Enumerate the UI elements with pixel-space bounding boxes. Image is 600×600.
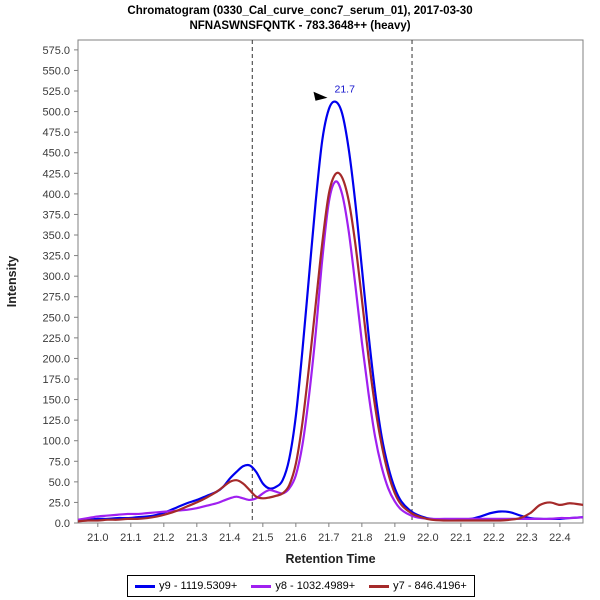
trace-y9	[78, 100, 583, 522]
y-axis-tick-label: 475.0	[42, 127, 70, 139]
trace-y8	[78, 180, 583, 521]
trace-group	[78, 91, 583, 523]
legend-color-swatch	[251, 584, 272, 588]
y-axis-tick-label: 250.0	[42, 312, 70, 324]
y-axis-tick-label: 325.0	[42, 251, 70, 263]
legend-color-swatch	[135, 584, 156, 588]
x-axis-tick-label: 21.5	[252, 532, 273, 544]
y-axis-tick-label: 400.0	[42, 189, 70, 201]
y-axis-tick-label: 350.0	[42, 230, 70, 242]
x-axis-tick-label: 22.4	[549, 532, 570, 544]
y-axis-tick-label: 50.0	[49, 477, 70, 489]
x-axis-title: Retention Time	[285, 552, 375, 566]
legend-item-label: y7 - 846.4196+	[393, 580, 467, 592]
trace-y7	[78, 171, 583, 523]
x-axis-tick-label: 22.1	[450, 532, 471, 544]
chart-subtitle: NFNASWNSFQNTK - 783.3648++ (heavy)	[189, 20, 411, 32]
peak-annotation-label: 21.7	[335, 84, 356, 96]
legend-item[interactable]: y8 - 1032.4989+	[251, 580, 355, 592]
y-axis-tick-label: 75.0	[49, 456, 70, 468]
chart-legend: y9 - 1119.5309+ y8 - 1032.4989+ y7 - 846.4…	[127, 575, 475, 597]
y-axis-tick-label: 375.0	[42, 209, 70, 221]
x-axis-tick-label: 21.7	[318, 532, 339, 544]
x-axis-tick-label: 21.3	[186, 532, 207, 544]
x-axis-tick-label: 22.0	[417, 532, 438, 544]
y-axis-title: Intensity	[5, 256, 19, 307]
y-axis-tick-label: 0.0	[55, 518, 70, 530]
y-axis-tick-label: 550.0	[42, 65, 70, 77]
y-axis-tick-label: 275.0	[42, 292, 70, 304]
y-axis-tick-label: 225.0	[42, 333, 70, 345]
y-axis-tick-label: 150.0	[42, 395, 70, 407]
x-axis-tick-label: 21.9	[384, 532, 405, 544]
y-axis-tick-label: 575.0	[42, 45, 70, 57]
x-axis-tick-label: 21.6	[285, 532, 306, 544]
legend-color-swatch	[369, 584, 390, 588]
x-axis-tick-label: 21.4	[219, 532, 240, 544]
y-axis-tick-label: 500.0	[42, 107, 70, 119]
y-axis-tick-label: 125.0	[42, 415, 70, 427]
y-axis-tick-label: 450.0	[42, 148, 70, 160]
chart-title-block: Chromatogram (0330_Cal_curve_conc7_serum…	[0, 4, 600, 34]
x-axis-tick-label: 22.3	[516, 532, 537, 544]
plot-frame	[77, 39, 584, 524]
legend-item-label: y8 - 1032.4989+	[275, 580, 356, 592]
y-axis-tick-label: 25.0	[49, 497, 70, 509]
x-axis-tick-label: 22.2	[483, 532, 504, 544]
y-axis-tick-label: 175.0	[42, 374, 70, 386]
y-axis-tick-label: 200.0	[42, 353, 70, 365]
y-axis-tick-label: 525.0	[42, 86, 70, 98]
page-title: Chromatogram (0330_Cal_curve_conc7_serum…	[127, 5, 473, 17]
legend-item[interactable]: y9 - 1119.5309+	[135, 580, 237, 592]
legend-item[interactable]: y7 - 846.4196+	[369, 580, 467, 592]
x-axis-tick-label: 21.1	[120, 532, 141, 544]
peak-marker-icon	[313, 91, 328, 101]
x-axis-tick-label: 21.0	[87, 532, 108, 544]
x-axis-tick-label: 21.8	[351, 532, 372, 544]
x-axis-tick-label: 21.2	[153, 532, 174, 544]
legend-item-label: y9 - 1119.5309+	[159, 580, 238, 592]
y-axis-tick-label: 300.0	[42, 271, 70, 283]
y-axis-tick-label: 100.0	[42, 436, 70, 448]
y-axis-tick-label: 425.0	[42, 168, 70, 180]
